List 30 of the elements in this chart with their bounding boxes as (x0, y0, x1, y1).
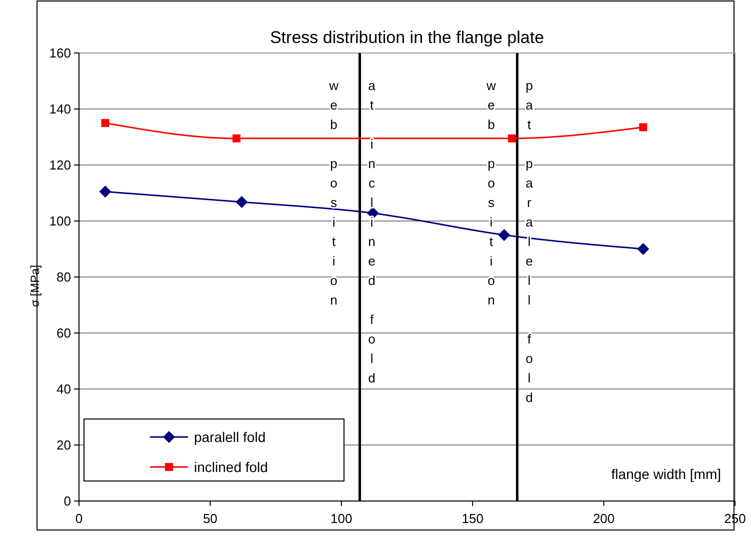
point (232, 134, 240, 142)
y-tick-label: 100 (49, 214, 71, 229)
y-tick-label: 20 (56, 438, 71, 453)
legend-label: paralell fold (194, 428, 266, 445)
point (236, 196, 248, 208)
x-tick-label: 150 (462, 511, 484, 526)
ref-line-label: web position (484, 78, 499, 312)
annotation: at inclined fold (364, 78, 380, 390)
y-tick-label: 0 (64, 494, 71, 509)
y-tick-label: 60 (56, 326, 71, 341)
point (639, 123, 648, 132)
legend-label: inclined fold (194, 458, 268, 475)
y-tick-label: 40 (56, 382, 71, 397)
point (101, 119, 110, 127)
x-axis-title: flange width [mm] (611, 466, 721, 482)
point (498, 229, 510, 241)
point (508, 134, 516, 142)
y-tick-label: 80 (56, 270, 71, 285)
y-tick-label: 120 (49, 158, 71, 173)
point (99, 186, 112, 198)
point (637, 243, 650, 255)
y-tick-label: 160 (49, 46, 71, 61)
x-tick-label: 100 (330, 511, 352, 526)
ref-line-label: web position (326, 78, 342, 312)
x-tick-label: 50 (202, 511, 218, 526)
x-tick-label: 200 (592, 511, 615, 526)
y-tick-label: 140 (49, 102, 71, 117)
annotation: pat paralell fold (522, 78, 537, 410)
chart-title: Stress distribution in the flange plate (270, 28, 544, 47)
x-tick-label: 0 (75, 511, 83, 526)
